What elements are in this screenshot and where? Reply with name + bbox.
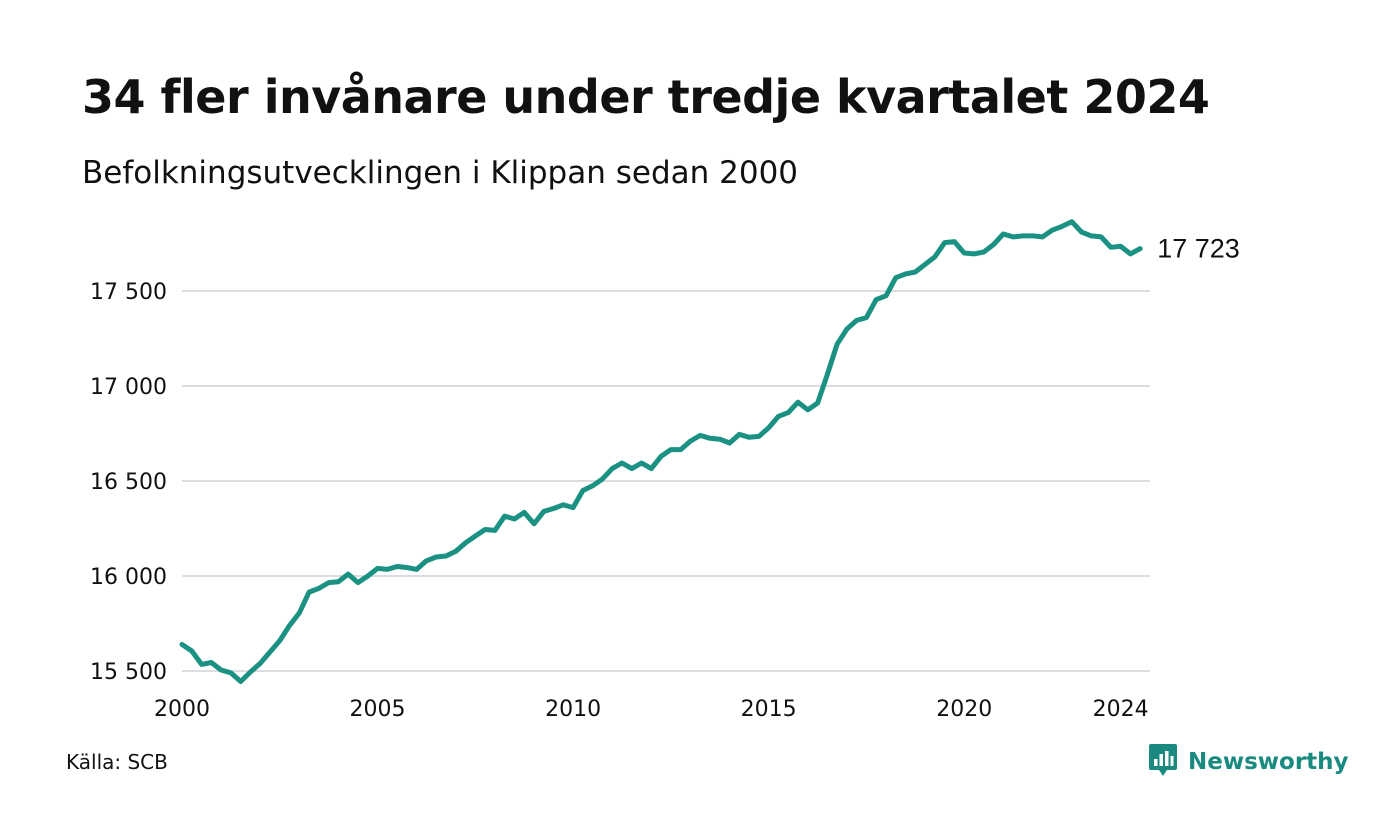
x-tick-label: 2010 [545, 697, 601, 722]
y-tick-label: 15 500 [90, 660, 167, 685]
series-line [179, 219, 1143, 684]
x-tick-label: 2015 [741, 697, 797, 722]
x-tick-label: 2000 [154, 697, 210, 722]
brand-logo: Newsworthy [1148, 742, 1349, 782]
y-tick-label: 16 500 [90, 470, 167, 495]
y-axis-tick-labels: 15 500 16 000 16 500 17 000 17 500 [90, 280, 167, 685]
newsworthy-logo-icon [1148, 742, 1178, 782]
x-tick-label: 2020 [936, 697, 992, 722]
x-tick-label: 2005 [350, 697, 406, 722]
chart-title: 34 fler invånare under tredje kvartalet … [82, 70, 1210, 124]
y-tick-label: 17 000 [90, 375, 167, 400]
chart-subtitle: Befolkningsutvecklingen i Klippan sedan … [82, 155, 799, 191]
grid-lines [182, 290, 1150, 672]
source-note: Källa: SCB [66, 750, 168, 774]
end-value-label: 17 723 [1157, 234, 1240, 264]
brand-name: Newsworthy [1188, 749, 1349, 775]
x-tick-label: 2024 [1093, 697, 1149, 722]
x-axis-tick-labels: 2000 2005 2010 2015 2020 2024 [154, 697, 1149, 722]
y-tick-label: 16 000 [90, 565, 167, 590]
y-tick-label: 17 500 [90, 280, 167, 305]
